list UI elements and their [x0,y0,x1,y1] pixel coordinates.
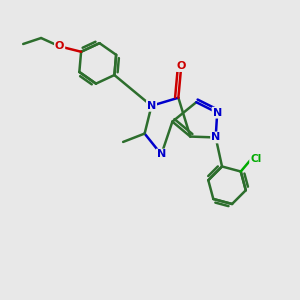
Text: O: O [177,61,186,71]
Text: N: N [147,101,156,111]
Text: O: O [55,41,64,51]
Text: N: N [157,149,166,160]
Text: Cl: Cl [250,154,261,164]
Text: N: N [211,133,220,142]
Text: N: N [213,108,222,118]
